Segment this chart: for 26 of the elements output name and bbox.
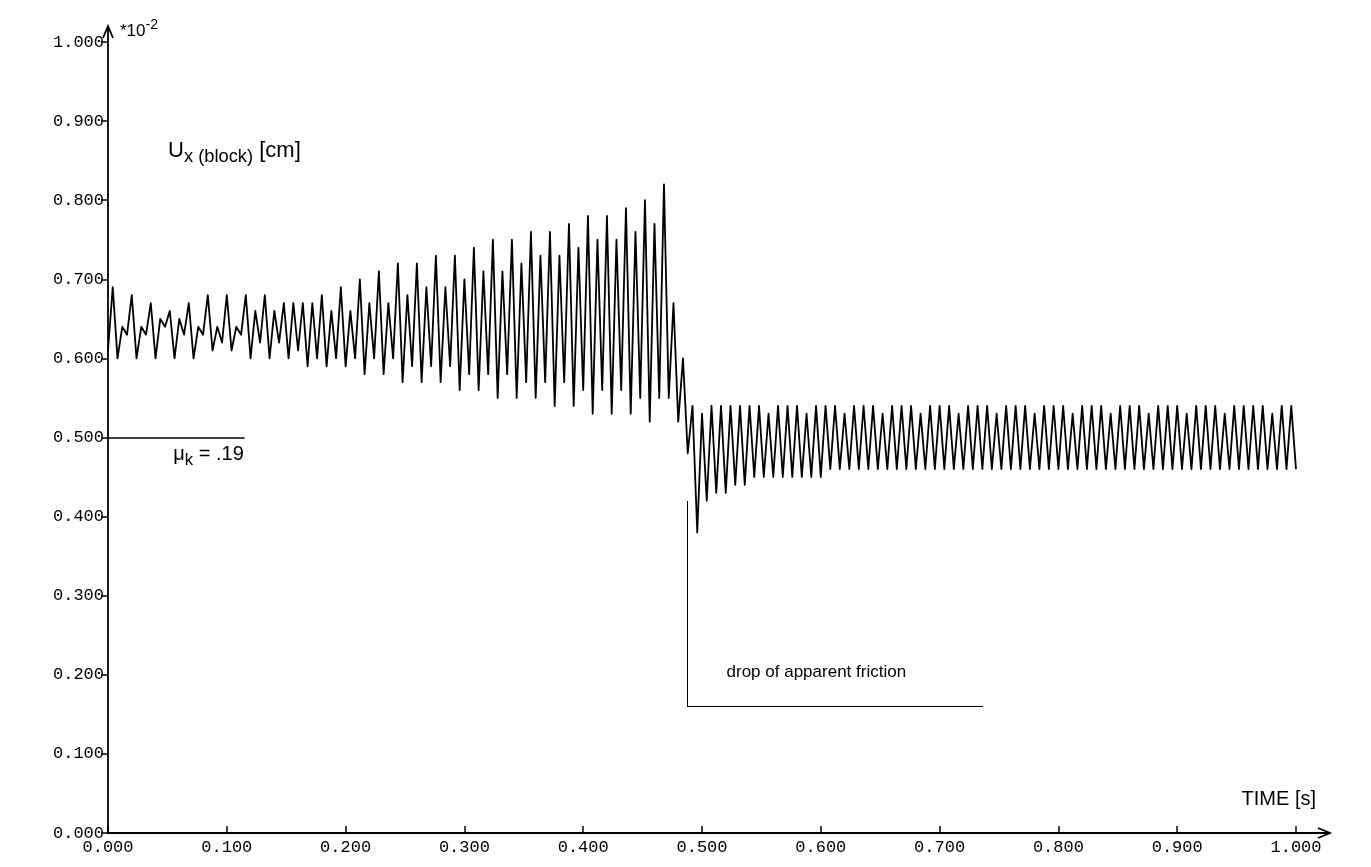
x-tick-label: 0.300 <box>438 838 490 857</box>
y-tick-label: 0.800 <box>52 190 104 210</box>
x-tick-label: 0.700 <box>914 838 966 857</box>
annotation: drop of apparent friction <box>726 662 907 683</box>
x-tick-label: 0.900 <box>1151 838 1203 857</box>
x-tick-label: 0.100 <box>201 838 253 857</box>
y-tick-label: 0.400 <box>52 507 104 527</box>
y-tick-label: 0.500 <box>52 428 104 447</box>
y-tick-label: 0.200 <box>52 665 104 685</box>
x-tick-label: 0.400 <box>557 838 609 857</box>
x-tick-label: 1.000 <box>1270 838 1322 857</box>
x-tick-label: 0.000 <box>82 838 134 857</box>
y-tick-label: 0.900 <box>52 111 104 131</box>
y-tick-label: 1.000 <box>52 32 104 52</box>
x-axis-title: TIME [s] <box>1241 787 1316 810</box>
x-tick-label: 0.800 <box>1032 838 1084 857</box>
y-tick-label: 0.700 <box>52 269 104 289</box>
text: *10$^{-2}$ <box>120 16 159 41</box>
y-tick-label: 0.100 <box>52 744 104 764</box>
x-tick-label: 0.500 <box>676 838 728 857</box>
ref-line-label: μ$_{k}$ = .19 <box>173 441 244 470</box>
y-axis-title: U$_{x (block)}$ [cm] <box>168 136 301 168</box>
y-tick-label: 0.600 <box>52 348 104 368</box>
x-tick-label: 0.200 <box>320 838 372 857</box>
x-tick-label: 0.600 <box>795 838 847 857</box>
y-tick-label: 0.300 <box>52 586 104 606</box>
